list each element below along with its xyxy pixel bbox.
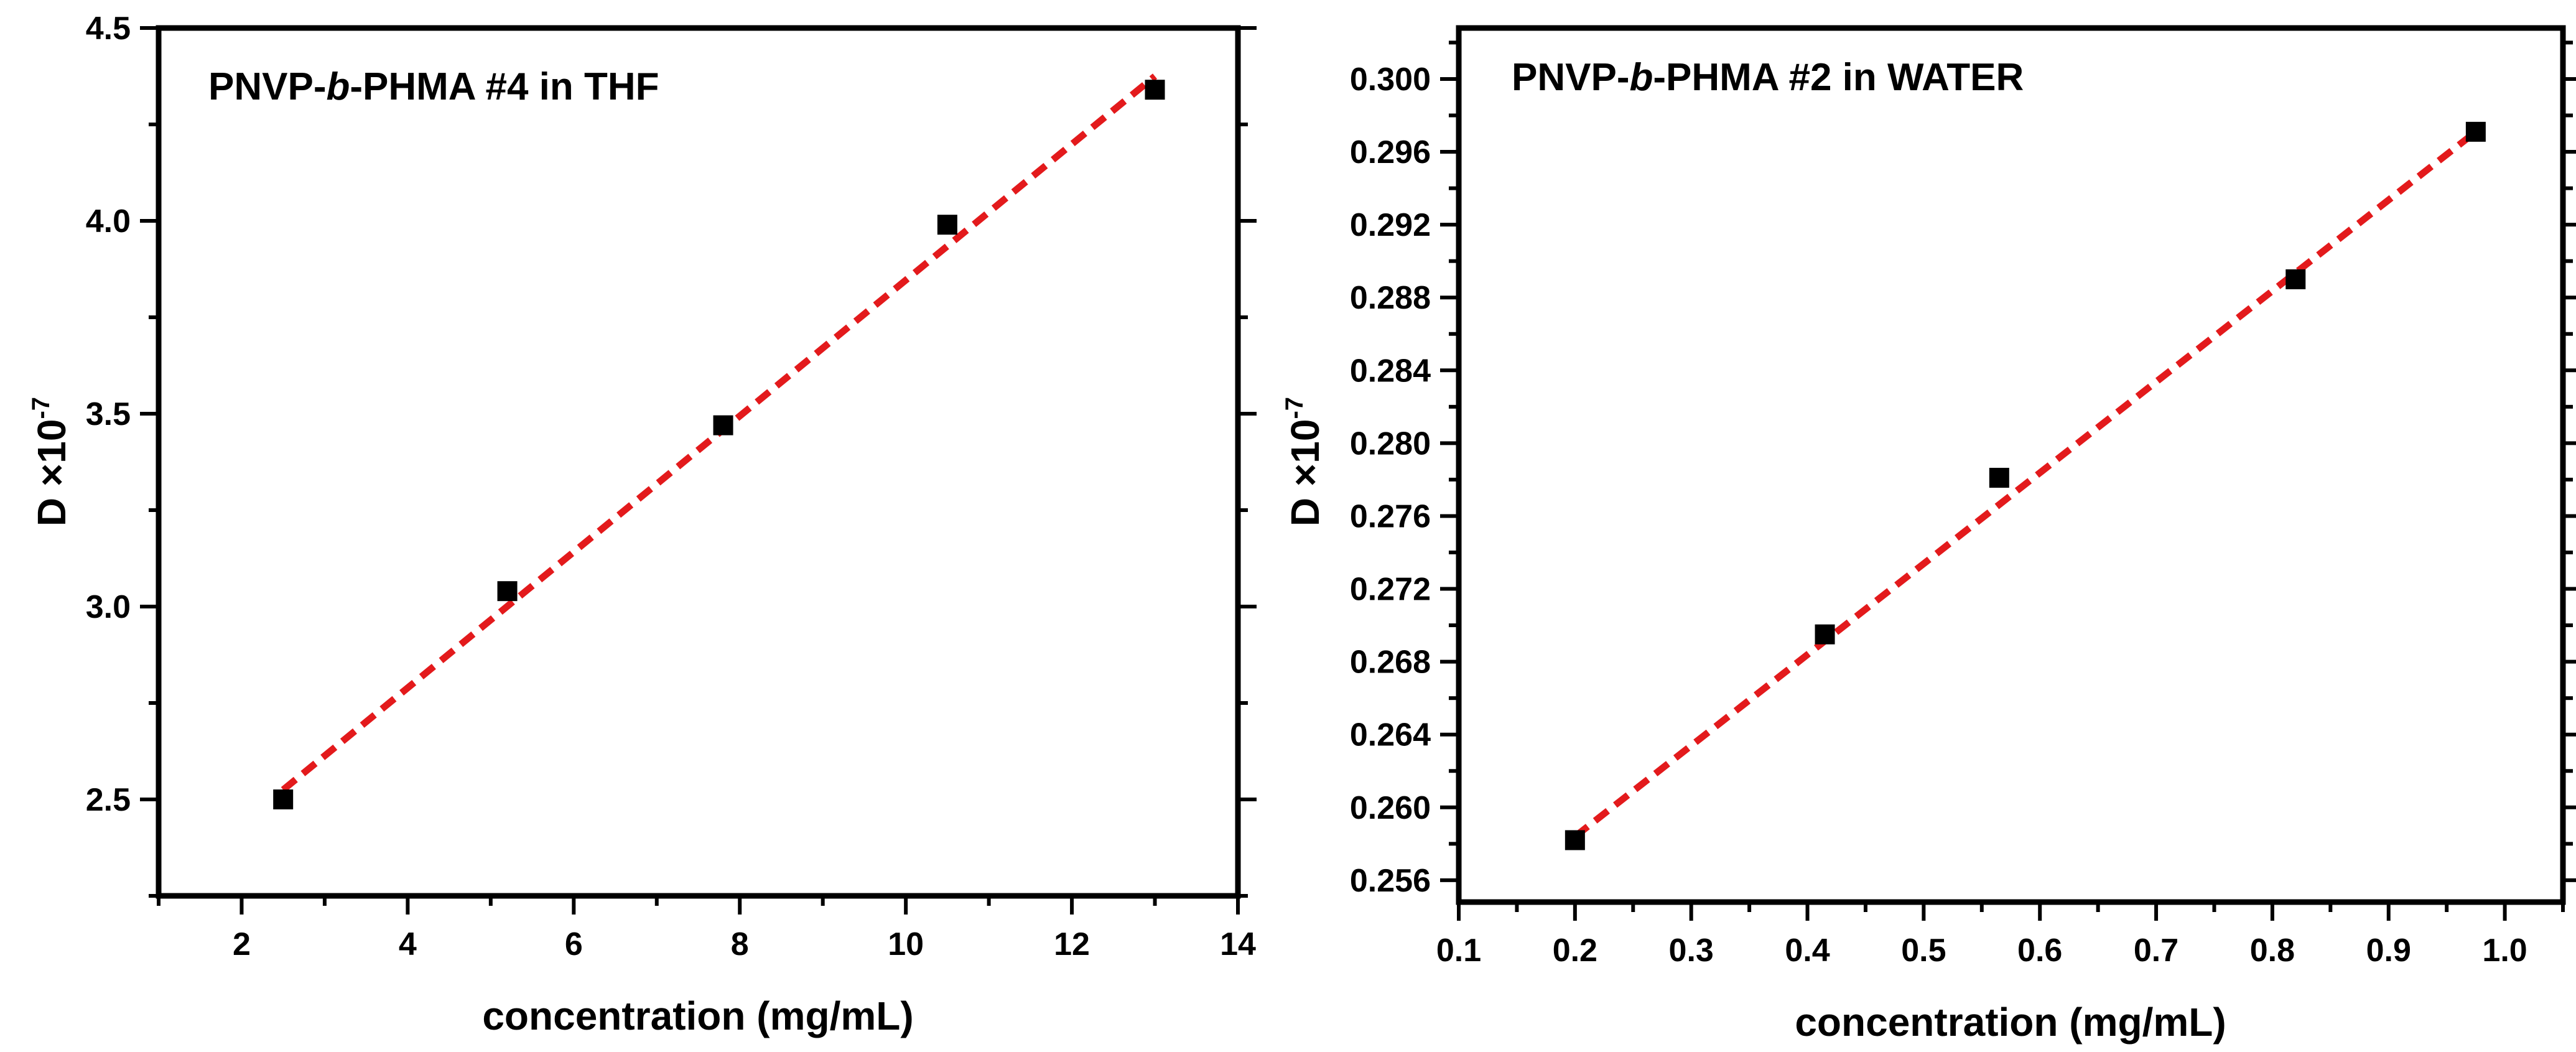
y-tick-label: 2.5 [86,782,131,818]
y-tick-label: 0.276 [1350,498,1431,534]
x-tick-label: 0.4 [1785,933,1830,969]
x-axis-title: concentration (mg/mL) [482,994,913,1038]
y-tick-label: 0.268 [1350,645,1431,681]
data-point [1989,467,2009,488]
x-tick-label: 0.9 [2366,933,2411,969]
y-tick-label: 0.264 [1350,717,1431,753]
y-tick-label: 3.0 [86,589,131,625]
x-tick-label: 0.5 [1901,933,1946,969]
data-point [713,415,733,435]
y-tick-label: 0.272 [1350,572,1431,608]
x-axis-title: concentration (mg/mL) [1795,1000,2226,1045]
data-point [1565,830,1585,850]
plot-frame [156,25,1241,899]
panel-title: PNVP-b-PHMA #2 in WATER [1512,56,2024,99]
x-tick-label: 10 [888,926,924,962]
y-tick-label: 0.256 [1350,863,1431,899]
x-tick-label: 0.7 [2134,933,2178,969]
data-point [273,789,294,809]
axis-ticks [140,26,1257,915]
x-tick-label: 0.6 [2017,933,2062,969]
y-tick-label: 0.296 [1350,134,1431,170]
axis-ticks [1440,40,2576,921]
x-tick-label: 6 [565,926,583,962]
y-tick-label: 3.5 [86,396,131,432]
x-tick-label: 8 [731,926,749,962]
plot-frame [1456,25,2566,905]
data-points [273,80,1165,809]
x-tick-label: 0.1 [1436,933,1481,969]
y-tick-label: 0.300 [1350,62,1431,98]
y-tick-label: 4.5 [86,11,131,47]
x-tick-label: 4 [399,926,417,962]
data-point [2285,269,2306,289]
chart-panel-thf: 2 4 6 8 10 12 14 2.5 3.0 3.5 4.0 4.5 PNVP-b-PHMA #… [27,11,1257,1038]
data-point [1145,80,1165,100]
data-point [497,581,518,602]
y-tick-label: 0.292 [1350,207,1431,243]
x-tick-label: 0.3 [1669,933,1714,969]
x-tick-label: 1.0 [2482,933,2527,969]
x-tick-label: 2 [233,926,251,962]
panel-title: PNVP-b-PHMA #4 in THF [208,65,659,108]
data-point [2465,121,2486,142]
data-points [1565,121,2486,850]
y-tick-label: 0.280 [1350,426,1431,462]
data-point [937,215,957,235]
x-tick-labels: 2 4 6 8 10 12 14 [233,926,1256,962]
y-tick-labels: 2.5 3.0 3.5 4.0 4.5 [86,11,131,818]
linear-fit-line [1573,129,2478,839]
chart-panel-water: 0.1 0.2 0.3 0.4 0.5 0.6 0.7 0.8 0.9 1.0 0.256 0.26… [1281,25,2576,1045]
y-axis-title: D ×10-7 [1281,397,1328,526]
x-tick-label: 14 [1220,926,1256,962]
y-tick-label: 0.260 [1350,790,1431,826]
y-tick-label: 4.0 [86,203,131,240]
x-tick-labels: 0.1 0.2 0.3 0.4 0.5 0.6 0.7 0.8 0.9 1.0 [1436,933,2527,969]
y-tick-labels: 0.256 0.260 0.264 0.268 0.272 0.276 0.280 0.284… [1350,62,1431,899]
x-tick-label: 0.8 [2250,933,2295,969]
y-tick-label: 0.284 [1350,353,1431,389]
data-point [1815,624,1835,645]
y-tick-label: 0.288 [1350,280,1431,316]
x-tick-label: 12 [1054,926,1090,962]
x-tick-label: 0.2 [1553,933,1597,969]
y-axis-title: D ×10-7 [27,397,74,526]
